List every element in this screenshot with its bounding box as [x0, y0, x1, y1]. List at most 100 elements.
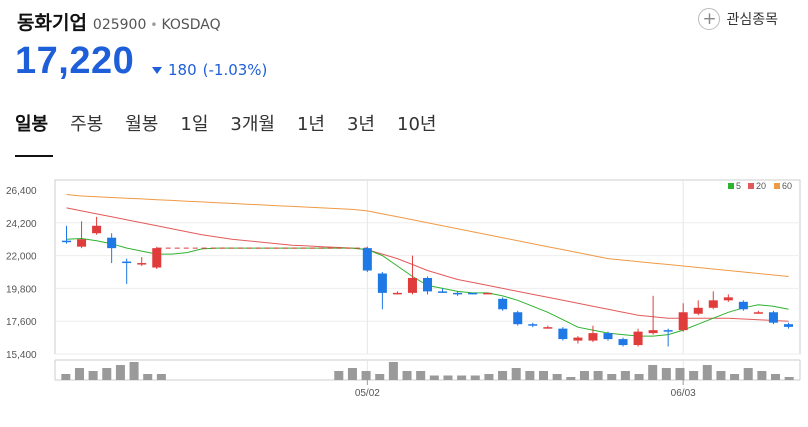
volume-bar: [416, 371, 426, 380]
volume-bar: [620, 371, 630, 380]
candle-body: [708, 300, 718, 308]
candle-body: [513, 312, 523, 325]
candle-body: [137, 263, 147, 265]
volume-bar: [102, 368, 112, 380]
legend-label: 60: [782, 181, 792, 191]
candle-body: [498, 298, 508, 310]
candle-body: [407, 277, 417, 293]
market-name: KOSDAQ: [161, 17, 221, 33]
candle-body: [62, 240, 72, 243]
candle-body: [468, 292, 478, 295]
volume-bar: [156, 374, 166, 380]
price-change: 180 (-1.03%): [152, 61, 267, 79]
candle-body: [152, 248, 162, 268]
tab-daily[interactable]: 일봉: [15, 114, 49, 135]
add-favorite-button[interactable]: + 관심종목: [698, 8, 778, 30]
candle-body: [678, 312, 688, 331]
candle-body: [588, 333, 598, 341]
tab-3year[interactable]: 3년: [346, 114, 375, 135]
volume-bar: [757, 371, 767, 380]
down-triangle-icon: [152, 66, 162, 74]
volume-bar: [634, 374, 644, 380]
ma60-line: [66, 194, 789, 277]
active-tab-underline: [15, 155, 53, 157]
change-amount: 180: [168, 61, 197, 79]
stock-header: 동화기업 025900 • KOSDAQ: [17, 8, 221, 35]
volume-bar: [730, 374, 740, 380]
x-tick-label: 05/02: [355, 388, 380, 399]
legend-swatch: [748, 183, 754, 189]
stock-name: 동화기업: [17, 12, 87, 34]
candle-body: [528, 324, 538, 326]
volume-bar: [115, 365, 125, 380]
plus-icon: +: [698, 8, 721, 30]
legend-label: 5: [736, 181, 741, 191]
candle-body: [122, 261, 132, 264]
candle-body: [543, 327, 553, 329]
tab-10year[interactable]: 10년: [397, 114, 437, 135]
tab-3month[interactable]: 3개월: [230, 114, 275, 135]
volume-bar: [511, 368, 521, 380]
volume-bar: [743, 368, 753, 380]
candle-body: [92, 225, 102, 234]
candle-body: [558, 328, 568, 340]
candle-body: [603, 333, 613, 340]
volume-bar: [388, 362, 398, 380]
volume-bar: [375, 374, 385, 380]
candle-body: [453, 292, 463, 295]
volume-bar: [361, 371, 371, 380]
candle-body: [633, 331, 643, 346]
volume-bar: [689, 371, 699, 380]
separator-dot: •: [150, 18, 158, 32]
current-price: 17,220: [15, 40, 135, 82]
y-tick-label: 19,800: [6, 284, 37, 295]
favorite-label: 관심종목: [726, 12, 778, 28]
volume-bar: [607, 374, 617, 380]
candle-body: [573, 337, 583, 341]
volume-bar: [784, 377, 794, 380]
legend-swatch: [774, 183, 780, 189]
volume-bar: [648, 365, 658, 380]
volume-bar: [771, 374, 781, 380]
volume-bar: [61, 374, 71, 380]
tab-weekly[interactable]: 주봉: [70, 114, 104, 135]
y-tick-label: 22,000: [6, 252, 37, 263]
candle-body: [377, 273, 387, 293]
candle-body: [77, 239, 87, 247]
x-tick-label: 06/03: [671, 388, 696, 399]
candle-body: [483, 292, 493, 295]
y-tick-label: 17,600: [6, 317, 37, 328]
volume-bar: [457, 375, 467, 380]
volume-bar: [402, 371, 412, 380]
y-tick-label: 26,400: [6, 186, 37, 197]
volume-bar: [334, 371, 344, 380]
candle-body: [362, 248, 372, 271]
period-tabs: 일봉 주봉 월봉 1일 3개월 1년 3년 10년: [15, 110, 458, 149]
volume-bar: [129, 362, 139, 380]
candle-body: [107, 237, 117, 249]
tab-monthly[interactable]: 월봉: [125, 114, 159, 135]
volume-bar: [579, 371, 589, 380]
volume-bar: [566, 377, 576, 380]
legend-label: 20: [756, 181, 766, 191]
volume-bar: [143, 374, 153, 380]
volume-bar: [429, 375, 439, 380]
candle-body: [663, 330, 673, 332]
volume-bar: [498, 371, 508, 380]
volume-bar: [484, 374, 494, 380]
y-tick-label: 15,400: [6, 350, 37, 361]
volume-bar: [347, 368, 357, 380]
volume-bar: [675, 368, 685, 380]
volume-bar: [443, 375, 453, 380]
candle-body: [422, 277, 433, 292]
tab-1year[interactable]: 1년: [296, 114, 325, 135]
volume-bar: [88, 371, 98, 380]
tab-1day[interactable]: 1일: [180, 114, 209, 135]
candle-body: [438, 291, 448, 293]
y-tick-label: 24,200: [6, 219, 37, 230]
candle-body: [723, 297, 733, 301]
candle-body: [768, 312, 778, 323]
candle-body: [392, 292, 402, 295]
volume-bar: [593, 371, 603, 380]
